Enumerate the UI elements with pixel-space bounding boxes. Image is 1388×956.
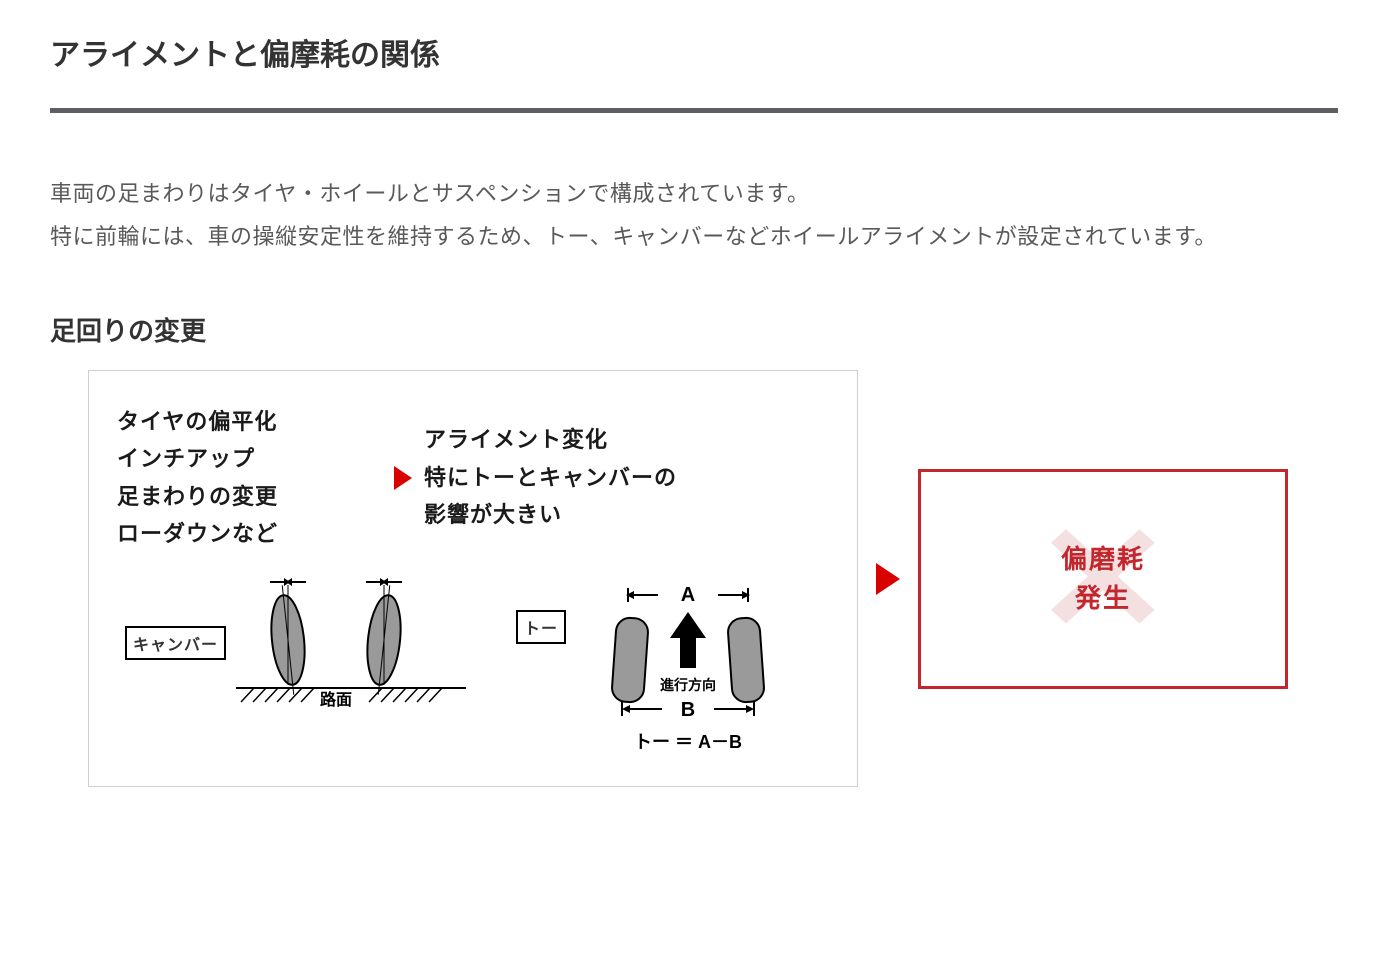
- effect-2: 特にトーとキャンバーの: [424, 465, 677, 490]
- toe-diagram: トー A: [516, 570, 798, 770]
- flow-row: タイヤの偏平化 インチアップ 足まわりの変更 ローダウンなど アライメント変化 …: [50, 370, 1338, 788]
- result-line-2: 発生: [1075, 583, 1131, 613]
- result-text: 偏磨耗 発生: [1061, 540, 1145, 618]
- camber-svg: 路面: [236, 570, 466, 720]
- section-subtitle: 足回りの変更: [50, 311, 1338, 348]
- page-title: アライメントと偏摩耗の関係: [50, 30, 1338, 74]
- toe-label: トー: [516, 610, 566, 644]
- diagram-illustrations: キャンバー: [117, 570, 829, 770]
- effect-1: アライメント変化: [424, 427, 608, 452]
- divider: [50, 108, 1338, 113]
- arrow-right-icon: [394, 466, 412, 490]
- toe-dim-b: B: [681, 699, 695, 721]
- diagram-box: タイヤの偏平化 インチアップ 足まわりの変更 ローダウンなど アライメント変化 …: [88, 370, 858, 788]
- cause-3: 足まわりの変更: [117, 484, 278, 509]
- camber-label: キャンバー: [125, 626, 226, 660]
- road-label: 路面: [320, 690, 352, 709]
- intro-paragraph: 車両の足まわりはタイヤ・ホイールとサスペンションで構成されています。 特に前輪に…: [50, 173, 1338, 259]
- result-line-1: 偏磨耗: [1061, 544, 1145, 574]
- toe-dim-a: A: [681, 584, 695, 606]
- cause-4: ローダウンなど: [117, 521, 278, 546]
- toe-svg: A 進行方向: [578, 570, 798, 770]
- cause-2: インチアップ: [117, 446, 255, 471]
- intro-line-1: 車両の足まわりはタイヤ・ホイールとサスペンションで構成されています。: [50, 181, 810, 206]
- diagram-top-row: タイヤの偏平化 インチアップ 足まわりの変更 ローダウンなど アライメント変化 …: [117, 403, 829, 553]
- cause-list: タイヤの偏平化 インチアップ 足まわりの変更 ローダウンなど: [117, 403, 382, 553]
- effect-3: 影響が大きい: [424, 502, 562, 527]
- intro-line-2: 特に前輪には、車の操縦安定性を維持するため、トー、キャンバーなどホイールアライメ…: [50, 224, 1217, 249]
- toe-direction: 進行方向: [660, 677, 716, 693]
- camber-diagram: キャンバー: [125, 570, 466, 720]
- toe-formula: トー ＝ A－B: [634, 732, 742, 752]
- cause-1: タイヤの偏平化: [117, 409, 277, 434]
- effect-text: アライメント変化 特にトーとキャンバーの 影響が大きい: [424, 421, 677, 533]
- result-box: ✕ 偏磨耗 発生: [918, 469, 1288, 689]
- arrow-right-big-icon: [876, 563, 900, 595]
